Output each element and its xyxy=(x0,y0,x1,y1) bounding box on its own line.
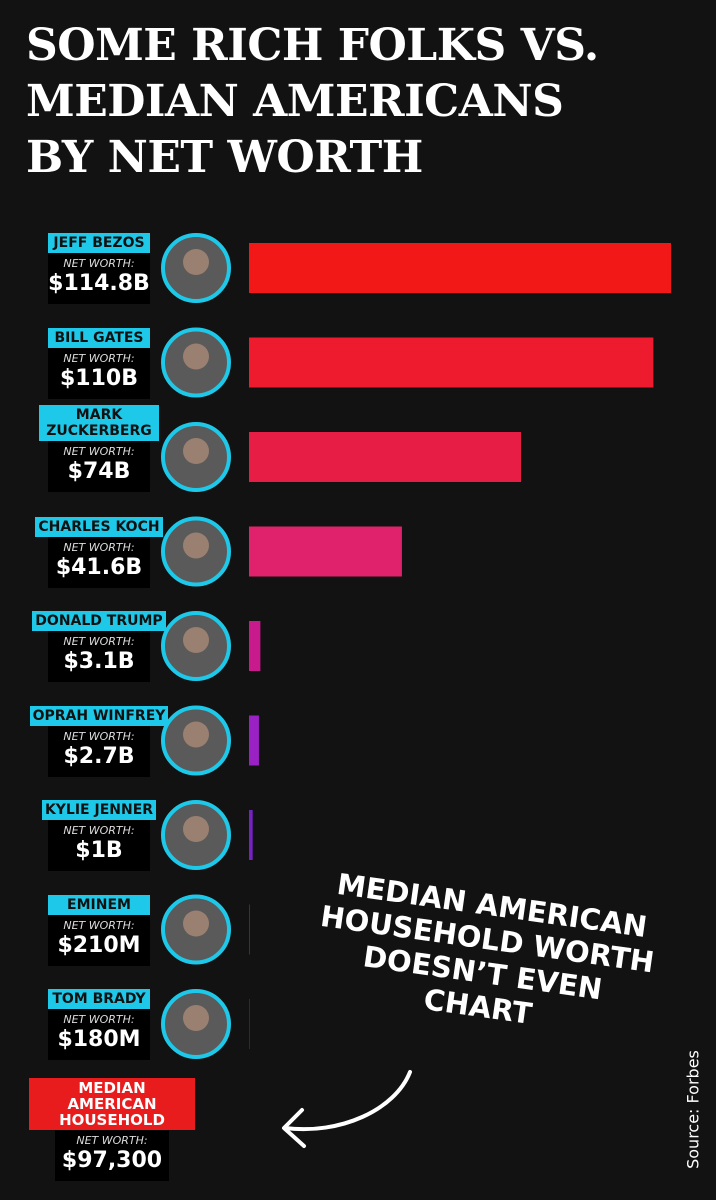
name-label: BILL GATES xyxy=(48,327,150,348)
name-label: MARK ZUCKERBERG xyxy=(39,405,159,441)
photo-head xyxy=(183,438,209,464)
value-label: $97,300 xyxy=(61,1148,163,1173)
value-label: $1B xyxy=(75,838,123,863)
value-box: NET WORTH: $1B xyxy=(48,820,150,871)
photo-head xyxy=(183,532,209,559)
photo-head xyxy=(183,249,209,275)
photo-head xyxy=(183,721,209,748)
value-label: $3.1B xyxy=(63,649,135,674)
value-box: NET WORTH: $74B xyxy=(48,441,150,492)
net-worth-caption: NET WORTH: xyxy=(63,257,135,270)
label-group: OPRAH WINFREY NET WORTH: $2.7B xyxy=(29,705,169,777)
value-box: NET WORTH: $114.8B xyxy=(48,253,150,304)
label-group: TOM BRADY NET WORTH: $180M xyxy=(29,988,169,1060)
value-label: $41.6B xyxy=(55,554,143,580)
photo-head xyxy=(183,627,209,653)
label-group: JEFF BEZOS NET WORTH: $114.8B xyxy=(29,232,169,304)
value-label: $180M xyxy=(57,1027,141,1052)
net-worth-caption: NET WORTH: xyxy=(63,540,135,554)
label-group: EMINEM NET WORTH: $210M xyxy=(29,894,169,966)
source: Source: Forbes xyxy=(683,1050,703,1169)
value-box: NET WORTH: $210M xyxy=(48,914,150,966)
net-worth-caption: NET WORTH: xyxy=(63,351,135,365)
title-line: MEDIAN AMERICANS xyxy=(26,76,564,127)
bar xyxy=(249,904,250,955)
label-group: BILL GATES NET WORTH: $110B xyxy=(29,327,169,399)
name-label: JEFF BEZOS xyxy=(48,233,150,253)
value-box: NET WORTH: $180M xyxy=(48,1009,150,1060)
title: SOME RICH FOLKS VS. MEDIAN AMERICANS BY NE… xyxy=(26,18,599,186)
photo-head xyxy=(183,816,209,842)
value-label: $2.7B xyxy=(63,743,135,769)
net-worth-caption: NET WORTH: xyxy=(63,445,135,458)
name-label: CHARLES KOCH xyxy=(35,516,163,537)
value-box: NET WORTH: $41.6B xyxy=(48,536,150,588)
value-label: $210M xyxy=(57,932,141,958)
name-label: OPRAH WINFREY xyxy=(29,705,169,726)
label-group: KYLIE JENNER NET WORTH: $1B xyxy=(29,799,169,871)
label-group: MEDIAN AMERICAN HOUSEHOLD NET WORTH: $97,3… xyxy=(29,1078,195,1181)
photo-head xyxy=(183,343,209,370)
name-label: DONALD TRUMP xyxy=(32,611,166,631)
value-box: NET WORTH: $3.1B xyxy=(48,631,150,682)
bar xyxy=(249,337,654,388)
net-worth-caption: NET WORTH: xyxy=(63,918,135,932)
value-label: $114.8B xyxy=(48,271,150,296)
value-box: NET WORTH: $2.7B xyxy=(48,725,150,777)
arrow-head xyxy=(282,1108,306,1148)
name-label: EMINEM xyxy=(48,894,150,915)
value-label: $74B xyxy=(67,459,131,484)
bar xyxy=(249,715,259,766)
net-worth-caption: NET WORTH: xyxy=(76,1134,148,1147)
value-box: NET WORTH: $97,300 xyxy=(55,1130,169,1181)
name-label: MEDIAN AMERICAN HOUSEHOLD xyxy=(29,1078,195,1130)
net-worth-caption: NET WORTH: xyxy=(63,635,135,648)
photo-head xyxy=(183,910,209,937)
bar xyxy=(249,621,261,671)
name-label: KYLIE JENNER xyxy=(41,800,157,820)
arrow xyxy=(283,1070,412,1132)
label-group: MARK ZUCKERBERG NET WORTH: $74B xyxy=(29,405,169,492)
net-worth-caption: NET WORTH: xyxy=(63,824,135,837)
title-line: BY NET WORTH xyxy=(26,132,423,183)
bar xyxy=(249,243,671,293)
title-line: SOME RICH FOLKS VS. xyxy=(26,20,599,71)
bar xyxy=(249,526,402,577)
bar xyxy=(249,432,522,482)
label-group: DONALD TRUMP NET WORTH: $3.1B xyxy=(29,610,169,682)
net-worth-caption: NET WORTH: xyxy=(63,729,135,743)
label-group: CHARLES KOCH NET WORTH: $41.6B xyxy=(29,516,169,588)
bar xyxy=(249,810,253,860)
photo-head xyxy=(183,1005,209,1031)
bar xyxy=(249,999,250,1049)
name-label: TOM BRADY xyxy=(48,989,150,1009)
net-worth-caption: NET WORTH: xyxy=(63,1013,135,1026)
value-label: $110B xyxy=(60,365,138,391)
value-box: NET WORTH: $110B xyxy=(48,347,150,399)
